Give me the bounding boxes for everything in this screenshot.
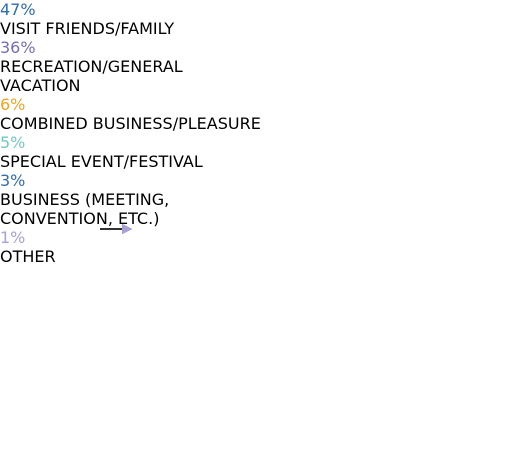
label-line: COMBINED BUSINESS/PLEASURE [0, 114, 261, 133]
label-line: OTHER [0, 247, 56, 266]
list-item: 36% RECREATION/GENERAL VACATION [0, 38, 506, 234]
label-line: SPECIAL EVENT/FESTIVAL [0, 152, 203, 171]
list-item: 5% SPECIAL EVENT/FESTIVAL [0, 133, 506, 234]
percent: 3% [0, 171, 26, 190]
list-item: 6% COMBINED BUSINESS/PLEASURE [0, 95, 506, 234]
percent: 47% [0, 0, 36, 19]
arrow [100, 224, 132, 234]
list-item: 47% VISIT FRIENDS/FAMILY [0, 0, 506, 234]
arrow-head [122, 224, 132, 234]
label: BUSINESS (MEETING, CONVENTION, ETC.) [0, 190, 506, 228]
label: SPECIAL EVENT/FESTIVAL [0, 152, 506, 171]
label-line: CONVENTION, ETC.) [0, 209, 160, 228]
list-item: 3% BUSINESS (MEETING, CONVENTION, ETC.) [0, 171, 506, 234]
label: COMBINED BUSINESS/PLEASURE [0, 114, 506, 133]
label-line: VISIT FRIENDS/FAMILY [0, 19, 175, 38]
percent: 5% [0, 133, 26, 152]
label: VISIT FRIENDS/FAMILY [0, 19, 506, 38]
label-line: VACATION [0, 76, 81, 95]
label-line: RECREATION/GENERAL [0, 57, 183, 76]
percent: 1% [0, 228, 26, 247]
label-line: BUSINESS (MEETING, [0, 190, 170, 209]
label: OTHER [0, 247, 506, 266]
percent: 6% [0, 95, 26, 114]
percent: 36% [0, 38, 36, 57]
label: RECREATION/GENERAL VACATION [0, 57, 506, 95]
list-item: 1% OTHER [0, 224, 506, 266]
